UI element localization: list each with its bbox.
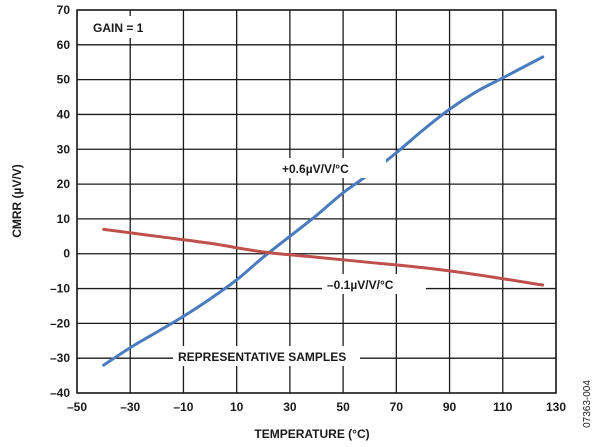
blue-slope-label-bg: [278, 158, 386, 178]
y-tick-label: –20: [50, 316, 70, 330]
y-tick-label: 40: [57, 107, 71, 121]
y-tick-label: 50: [57, 73, 71, 87]
y-tick-labels: –40 –30 –20 –10 0 10 20 30 40 50 60 70: [50, 3, 70, 400]
y-tick-label: 20: [57, 177, 71, 191]
x-tick-label: –30: [120, 400, 140, 414]
x-tick-label: –10: [173, 400, 193, 414]
x-tick-label: 70: [390, 400, 404, 414]
figure-id: 07363-004: [582, 380, 593, 428]
x-tick-label: 90: [443, 400, 457, 414]
y-tick-label: 60: [57, 38, 71, 52]
x-tick-label: –50: [67, 400, 87, 414]
gain-label: GAIN = 1: [93, 21, 144, 35]
plot-frame: [76, 9, 557, 394]
samples-label: REPRESENTATIVE SAMPLES: [178, 350, 346, 364]
y-tick-label: –40: [50, 386, 70, 400]
red-slope-label: –0.1µV/V/°C: [327, 278, 394, 292]
x-tick-label: 10: [230, 400, 244, 414]
x-axis-title: TEMPERATURE (°C): [254, 427, 369, 441]
blue-slope-label: +0.6µV/V/°C: [282, 162, 349, 176]
red-series-line: [102, 227, 545, 287]
red-slope-label-bg: [322, 274, 426, 294]
blue-series-line: [102, 55, 545, 367]
x-tick-label: 110: [493, 400, 513, 414]
samples-label-bg: [173, 346, 360, 366]
y-tick-label: 30: [57, 142, 71, 156]
x-tick-label: 130: [546, 400, 566, 414]
gain-label-bg: [86, 16, 162, 38]
x-tick-labels: –50 –30 –10 10 30 50 70 90 110 130: [67, 400, 566, 414]
y-tick-label: –10: [50, 282, 70, 296]
series-group: [102, 55, 545, 367]
y-tick-label: –30: [50, 351, 70, 365]
y-tick-label: 10: [57, 212, 71, 226]
x-tick-label: 30: [283, 400, 297, 414]
y-axis-title: CMRR (µV/V): [10, 164, 24, 238]
x-tick-label: 50: [336, 400, 350, 414]
y-tick-label: 0: [63, 247, 70, 261]
y-tick-label: 70: [57, 3, 71, 17]
